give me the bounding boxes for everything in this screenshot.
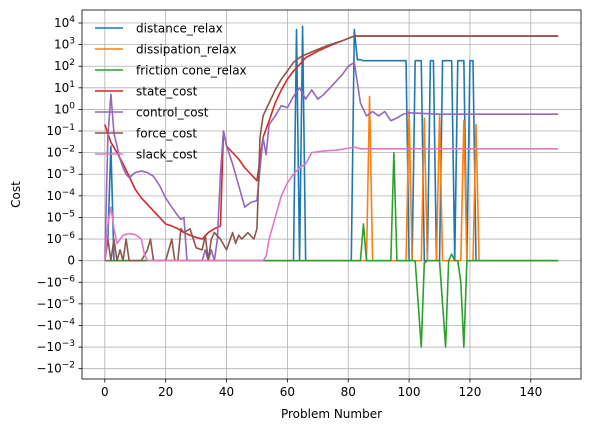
y-axis-label: Cost [9,181,23,208]
y-tick-label: 104 [54,15,75,30]
y-tick-label-base: 10 [54,38,69,52]
y-tick-label-exponent: 3 [69,37,75,47]
y-tick-label: 102 [54,58,75,73]
series-line-control-cost [104,61,559,262]
y-tick-label-base: 10 [46,167,61,181]
y-tick-label: 0 [67,254,75,268]
y-tick-label-exponent: −6 [62,274,76,284]
y-tick-label-base: 10 [46,189,61,203]
plot-area [104,25,559,348]
x-tick-label: 20 [158,385,173,399]
y-tick-label-exponent: −2 [62,361,75,371]
y-tick-label: 103 [54,37,75,52]
x-tick-label: 60 [280,385,295,399]
y-tick-label: 10−3 [46,166,75,181]
x-tick-label: 40 [219,385,234,399]
y-tick-label-exponent: −5 [62,296,75,306]
y-tick-label-exponent: −5 [62,209,75,219]
x-tick-label: 0 [101,385,109,399]
legend-entry: slack_cost [136,148,198,162]
y-tick-label-base: 10 [54,16,69,30]
series-line-distance-relax [104,25,559,262]
y-tick-label-base: 10 [54,81,69,95]
y-tick-label-exponent: −2 [62,145,75,155]
y-tick-label-exponent: 2 [69,58,75,68]
y-tick-label-exponent: −1 [62,123,75,133]
y-tick-label-base: 10 [46,210,61,224]
x-tick-label: 80 [341,385,356,399]
y-tick-label: −10−6 [36,274,75,289]
legend-entry: control_cost [136,106,209,120]
y-tick-label-base: 10 [46,124,61,138]
legend-entry: friction cone_relax [136,64,247,78]
legend-entry: dissipation_relax [136,43,237,57]
series-line-slack-cost [104,146,559,262]
y-tick-label-base: 10 [54,59,69,73]
y-tick-label-base: 10 [46,232,61,246]
y-tick-label: 10−5 [46,209,75,224]
y-tick-label: 10−1 [46,123,75,138]
x-tick-label: 140 [519,385,542,399]
axes-frame [81,9,582,380]
y-tick-label-base: −10 [36,297,61,311]
y-tick-label-exponent: 1 [69,80,75,90]
y-tick-label-exponent: −4 [62,188,76,198]
y-tick-label: −10−4 [36,317,75,332]
y-tick-label-base: 10 [54,102,69,116]
y-tick-label-exponent: −3 [62,166,75,176]
y-tick-label: 101 [54,80,75,95]
x-tick-label: 120 [458,385,481,399]
legend-entry: distance_relax [136,22,223,36]
y-tick-label-exponent: −3 [62,339,75,349]
x-axis-label: Problem Number [281,407,382,421]
y-tick-label: −10−3 [36,339,75,354]
y-tick-label-base: −10 [36,340,61,354]
y-tick-label-exponent: −6 [62,231,76,241]
y-tick-label: 10−2 [46,145,75,160]
y-tick-label-exponent: 4 [69,15,75,25]
x-tick-label: 100 [398,385,421,399]
series-line-friction-cone-relax [104,151,559,348]
y-tick-label-base: −10 [36,318,61,332]
legend-entry: state_cost [136,85,198,99]
y-tick-label: −10−5 [36,296,75,311]
y-tick-label: 10−4 [46,188,75,203]
series-line-force-cost [104,35,559,262]
y-tick-label: 10−6 [46,231,75,246]
y-tick-label-exponent: −4 [62,317,76,327]
y-tick-label-exponent: 0 [69,101,75,111]
x-axis: 0 20 40 60 80 100 120 140 [101,379,542,399]
y-tick-label-base: −10 [36,275,61,289]
y-tick-label: −10−2 [36,361,75,376]
y-tick-label-base: 10 [46,146,61,160]
y-tick-label-base: −10 [36,362,61,376]
y-axis: −10−2−10−3−10−4−10−5−10−6010−610−510−410… [36,15,82,376]
legend: distance_relax dissipation_relax friction … [95,22,247,162]
legend-entry: force_cost [136,127,197,141]
y-tick-label: 100 [54,101,75,116]
